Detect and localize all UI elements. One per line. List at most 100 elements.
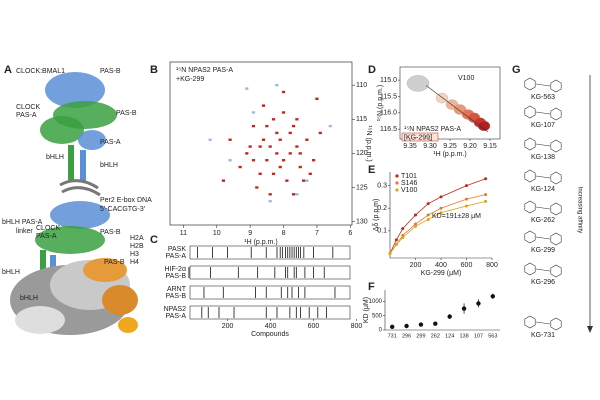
- peak: [278, 138, 282, 141]
- structure: [524, 137, 562, 153]
- arrow-label: Increasing affinity: [576, 187, 582, 234]
- compound-label: KG-299: [531, 247, 555, 254]
- peak: [275, 131, 279, 135]
- y-tick-label: 0.1: [377, 228, 387, 235]
- peak: [308, 172, 312, 176]
- y-tick-label: 115: [356, 116, 367, 123]
- peak: [288, 152, 292, 155]
- point: [389, 324, 395, 330]
- row-label: PAS-A: [166, 253, 187, 260]
- trajectory: [425, 85, 489, 133]
- point: [414, 222, 417, 226]
- structure-label: CLOCK:BMAL1: [16, 68, 65, 75]
- peak: [291, 193, 296, 196]
- point: [404, 323, 409, 329]
- arrow-head: [587, 326, 593, 333]
- legend-entry: +KG-299: [176, 76, 204, 83]
- y-tick-label: 115.5: [380, 93, 397, 100]
- panel-letter: F: [368, 281, 375, 293]
- structure-label: bHLH: [46, 154, 64, 161]
- plot-frame: [169, 61, 353, 226]
- y-tick-label: 1000: [369, 299, 383, 305]
- x-tick-label: 9.30: [423, 143, 437, 150]
- peak: [275, 83, 279, 87]
- legend-entry: ¹⁵N NPAS2 PAS-A: [404, 126, 461, 133]
- peak: [318, 131, 322, 135]
- structure: [524, 262, 562, 278]
- x-tick-label: 9.20: [463, 143, 477, 150]
- y-tick-label: 500: [372, 313, 383, 319]
- peak: [281, 90, 286, 94]
- histone-label: H2B: [130, 243, 144, 250]
- x-axis-label: KG-299 (μM): [421, 270, 462, 277]
- x-tick-label: 563: [488, 333, 497, 339]
- peak: [238, 165, 242, 169]
- structure: [524, 105, 562, 121]
- x-tick-label: 600: [308, 323, 320, 330]
- legend-marker: [395, 174, 399, 178]
- x-tick-label: 800: [351, 323, 363, 330]
- peak: [228, 159, 232, 162]
- peak: [275, 152, 279, 155]
- y-tick-label: 110: [356, 82, 367, 89]
- point: [439, 195, 443, 199]
- structure-label: PAS-B: [100, 68, 121, 75]
- compound-label: KG-107: [531, 122, 555, 129]
- peak: [251, 159, 256, 162]
- x-tick-label: 731: [388, 333, 397, 339]
- structure: [524, 77, 562, 93]
- structure-label: CLOCK: [16, 104, 40, 111]
- point: [394, 242, 398, 246]
- compound-label: KG-124: [531, 186, 555, 193]
- x-tick-label: 138: [459, 333, 468, 339]
- x-tick-label: 9: [248, 230, 252, 237]
- peak: [295, 118, 299, 121]
- row-frame: [189, 265, 351, 280]
- x-tick-label: 400: [435, 262, 447, 269]
- peak: [271, 118, 276, 121]
- point: [484, 199, 488, 203]
- point: [490, 294, 496, 299]
- y-axis-label: ¹⁵N (p.p.m.): [377, 85, 384, 121]
- legend-entry: [KG-299]: [404, 134, 432, 141]
- structure-label: 5′-CACGTG-3′: [100, 206, 146, 213]
- peak: [278, 165, 282, 169]
- fit-line: [389, 178, 486, 254]
- x-tick-label: 400: [265, 323, 277, 330]
- x-tick-label: 6: [348, 230, 352, 237]
- y-tick-label: 115.0: [380, 77, 397, 84]
- peak: [268, 145, 272, 148]
- point: [426, 218, 430, 222]
- x-tick-label: 299: [416, 333, 425, 339]
- peak: [291, 124, 296, 128]
- compound-label: KG-138: [531, 154, 555, 161]
- x-tick-label: 11: [180, 230, 187, 237]
- row-label: PAS-A: [166, 313, 187, 320]
- row-label: NPAS2: [164, 306, 187, 313]
- peak: [281, 111, 286, 114]
- point: [418, 322, 424, 327]
- point: [465, 197, 468, 201]
- row-label: PAS-B: [166, 273, 187, 280]
- structure-label: PAS-A: [100, 139, 121, 146]
- peak: [295, 193, 299, 196]
- x-tick-label: 9.35: [403, 143, 417, 150]
- peak: [298, 165, 302, 169]
- point: [447, 314, 452, 319]
- panel-letter: G: [512, 64, 521, 76]
- peak: [281, 159, 286, 162]
- peak: [265, 159, 269, 162]
- structure-label: PAS-B: [116, 110, 137, 117]
- legend-entry: ¹⁵N NPAS2 PAS-A: [176, 67, 233, 74]
- peak: [261, 104, 266, 107]
- protein-structure: [10, 72, 138, 335]
- point: [426, 213, 430, 217]
- structure-label: PAS-B: [100, 229, 121, 236]
- legend-box: [401, 132, 439, 142]
- x-axis-label: Compounds: [251, 331, 289, 338]
- peak: [245, 87, 249, 90]
- panel-letter: A: [4, 64, 12, 76]
- compound-label: KG-563: [531, 94, 555, 101]
- x-tick-label: 7: [315, 230, 319, 237]
